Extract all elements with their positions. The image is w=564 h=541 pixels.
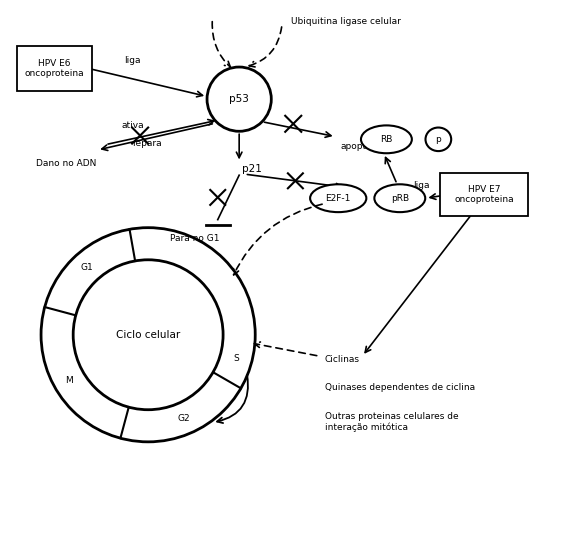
FancyBboxPatch shape bbox=[17, 45, 92, 91]
Circle shape bbox=[41, 228, 255, 442]
Text: Outras proteinas celulares de
interação mitótica: Outras proteinas celulares de interação … bbox=[325, 412, 459, 432]
FancyBboxPatch shape bbox=[440, 173, 528, 216]
Ellipse shape bbox=[361, 126, 412, 153]
Text: G2: G2 bbox=[178, 414, 190, 423]
Text: repara: repara bbox=[132, 140, 162, 148]
Text: p: p bbox=[435, 135, 441, 144]
Ellipse shape bbox=[425, 128, 451, 151]
Text: Para no G1: Para no G1 bbox=[170, 234, 219, 243]
Text: Ciclo celular: Ciclo celular bbox=[116, 330, 180, 340]
Ellipse shape bbox=[374, 184, 425, 212]
Ellipse shape bbox=[310, 184, 367, 212]
Text: RB: RB bbox=[380, 135, 393, 144]
Text: Ubiquitina ligase celular: Ubiquitina ligase celular bbox=[292, 17, 401, 26]
Circle shape bbox=[207, 67, 271, 131]
Text: Quinases dependentes de ciclina: Quinases dependentes de ciclina bbox=[325, 383, 475, 392]
Text: E2F-1: E2F-1 bbox=[325, 194, 351, 203]
Text: p21: p21 bbox=[242, 164, 262, 174]
Text: liga: liga bbox=[413, 181, 429, 190]
Text: M: M bbox=[65, 376, 73, 385]
Text: Ciclinas: Ciclinas bbox=[325, 355, 360, 364]
Text: apoptose: apoptose bbox=[341, 142, 383, 151]
Text: liga: liga bbox=[124, 56, 140, 65]
Text: p53: p53 bbox=[229, 94, 249, 104]
Text: Dano no ADN: Dano no ADN bbox=[36, 159, 96, 168]
Text: S: S bbox=[233, 354, 239, 363]
Text: ativa: ativa bbox=[121, 121, 144, 130]
Text: HPV E7
oncoproteina: HPV E7 oncoproteina bbox=[454, 185, 514, 204]
Text: pRB: pRB bbox=[391, 194, 409, 203]
Text: HPV E6
oncoproteina: HPV E6 oncoproteina bbox=[25, 59, 84, 78]
Text: G1: G1 bbox=[81, 262, 94, 272]
Circle shape bbox=[73, 260, 223, 410]
